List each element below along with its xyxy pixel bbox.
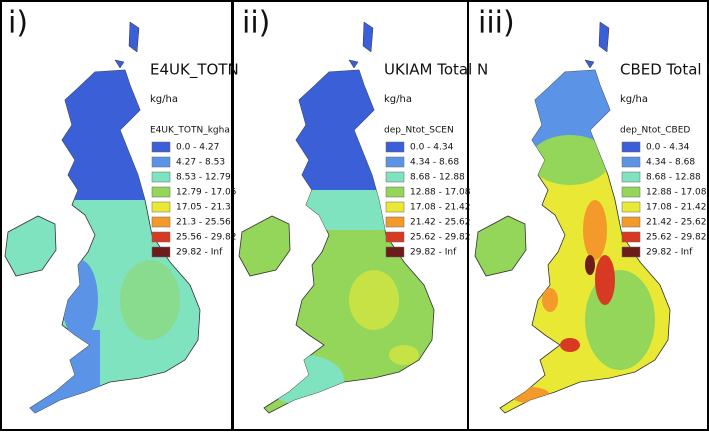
legend-swatch: [621, 216, 641, 228]
legend-label: 25.62 - 29.82: [410, 233, 471, 243]
legend-label: 12.88 - 17.08: [410, 188, 471, 198]
legend-label: 4.34 - 8.68: [410, 158, 459, 168]
legend-label: 8.53 - 12.79: [176, 173, 231, 183]
legend-swatch: [621, 156, 641, 168]
legend-swatch: [621, 141, 641, 153]
legend-label: 25.56 - 29.82: [176, 233, 237, 243]
legend-swatch: [385, 231, 405, 243]
legend-label: 17.05 - 21.3: [176, 203, 231, 213]
legend-swatch: [385, 141, 405, 153]
legend-title: dep_Ntot_CBED: [620, 126, 690, 136]
unit-label: kg/ha: [150, 94, 178, 105]
unit-label: kg/ha: [620, 94, 648, 105]
legend-label: 8.68 - 12.88: [646, 173, 701, 183]
legend-label: 17.08 - 21.42: [410, 203, 471, 213]
legend-label: 29.82 - Inf: [410, 248, 457, 258]
legend-label: 0.0 - 4.34: [646, 143, 690, 153]
legend-label: 12.79 - 17.05: [176, 188, 237, 198]
legend-title: dep_Ntot_SCEN: [384, 126, 454, 136]
legend-swatch: [151, 246, 171, 258]
legend-swatch: [151, 231, 171, 243]
legend-swatch: [151, 141, 171, 153]
panel-label: ii): [242, 6, 270, 41]
legend-swatch: [621, 201, 641, 213]
legend-swatch: [151, 156, 171, 168]
legend-label: 21.42 - 25.62: [646, 218, 707, 228]
legend-label: 29.82 - Inf: [646, 248, 693, 258]
panel-title: UKIAM Total N: [384, 61, 488, 79]
panel-title: E4UK_TOTN: [150, 61, 239, 80]
legend-label: 21.3 - 25.56: [176, 218, 231, 228]
legend-swatch: [385, 201, 405, 213]
panel-title: CBED Total N: [620, 61, 709, 79]
panel-border: [467, 0, 709, 431]
legend-swatch: [151, 186, 171, 198]
legend-label: 4.27 - 8.53: [176, 158, 225, 168]
legend-swatch: [621, 246, 641, 258]
legend-swatch: [151, 216, 171, 228]
legend-swatch: [385, 186, 405, 198]
legend-swatch: [621, 186, 641, 198]
panel-label: i): [8, 6, 28, 41]
legend-swatch: [621, 231, 641, 243]
legend-label: 25.62 - 29.82: [646, 233, 707, 243]
legend-label: 8.68 - 12.88: [410, 173, 465, 183]
legend-swatch: [151, 171, 171, 183]
legend-swatch: [621, 171, 641, 183]
legend-label: 17.08 - 21.42: [646, 203, 707, 213]
legend-label: 12.88 - 17.08: [646, 188, 707, 198]
legend-title: E4UK_TOTN_kgha: [150, 126, 230, 136]
legend-label: 4.34 - 8.68: [646, 158, 695, 168]
legend-label: 29.82 - Inf: [176, 248, 223, 258]
legend-swatch: [151, 201, 171, 213]
legend-swatch: [385, 171, 405, 183]
legend-label: 0.0 - 4.27: [176, 143, 219, 153]
legend-swatch: [385, 216, 405, 228]
legend-swatch: [385, 156, 405, 168]
panel-label: iii): [478, 6, 515, 41]
unit-label: kg/ha: [384, 94, 412, 105]
legend-label: 0.0 - 4.34: [410, 143, 454, 153]
legend-swatch: [385, 246, 405, 258]
legend-label: 21.42 - 25.62: [410, 218, 471, 228]
